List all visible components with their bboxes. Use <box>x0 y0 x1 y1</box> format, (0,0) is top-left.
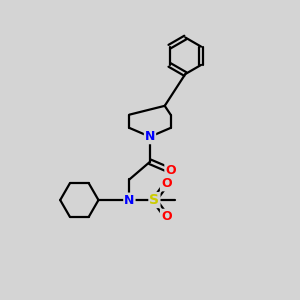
Text: O: O <box>165 164 176 177</box>
Text: N: N <box>145 130 155 143</box>
Text: N: N <box>124 194 135 207</box>
Text: S: S <box>149 193 159 207</box>
Text: O: O <box>161 177 172 190</box>
Text: O: O <box>161 210 172 223</box>
